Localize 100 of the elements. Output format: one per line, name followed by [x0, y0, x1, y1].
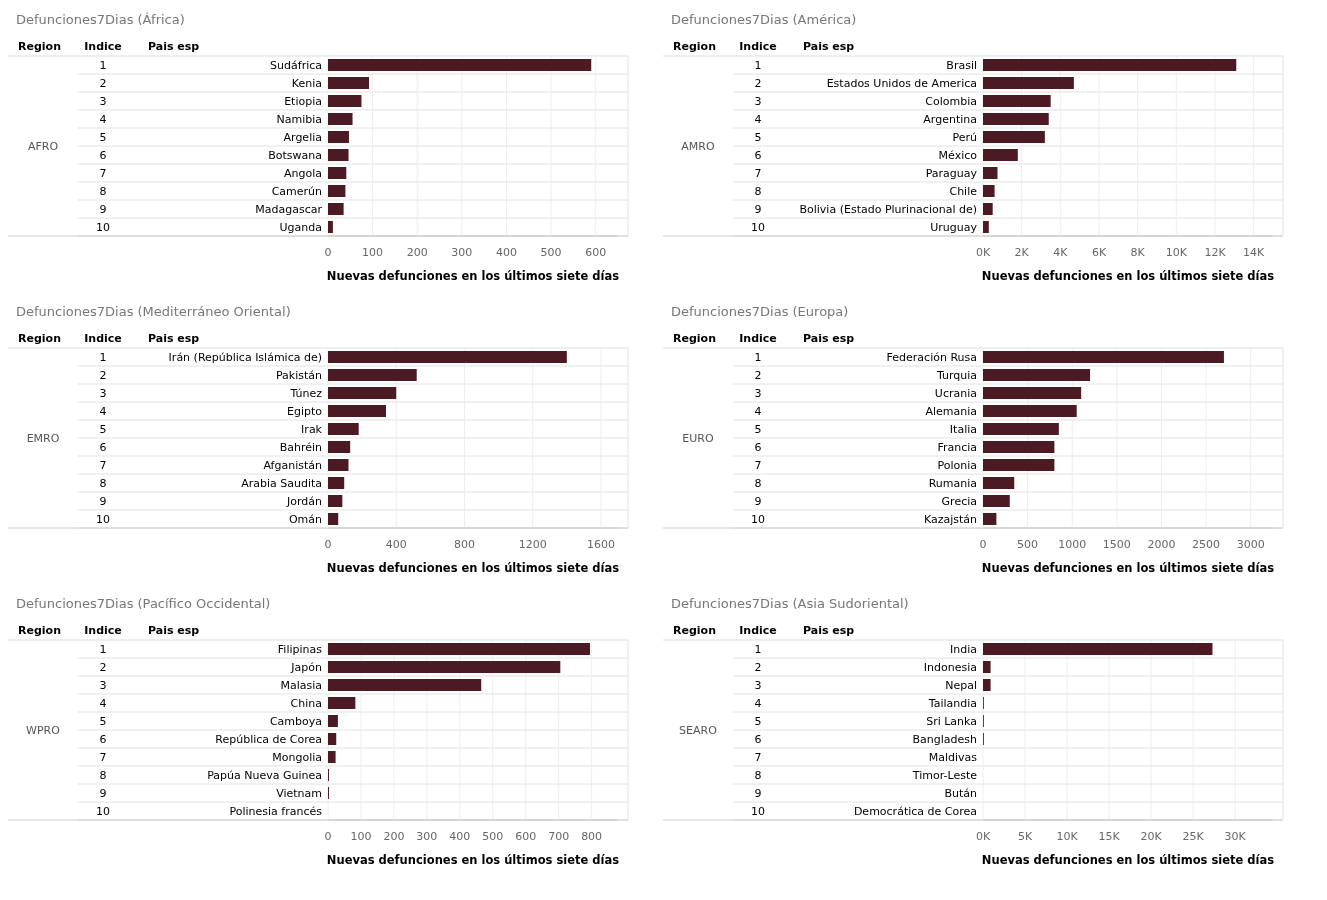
x-tick-label: 100 — [362, 246, 384, 259]
x-tick-label: 0K — [975, 246, 991, 259]
x-axis-title: Nuevas defunciones en los últimos siete días — [981, 561, 1275, 575]
text: 4 — [754, 113, 762, 126]
text: 3 — [99, 95, 107, 108]
text: 5 — [99, 131, 107, 144]
y-tick-label: Grecia — [941, 495, 977, 508]
bar — [328, 387, 397, 399]
text: 4 — [99, 405, 107, 418]
text: Indice — [84, 624, 122, 637]
text: 3 — [754, 679, 762, 692]
x-tick-label: 0 — [324, 246, 332, 259]
y-tick-label: Estados Unidos de America — [826, 77, 977, 90]
y-tick-label: Mongolia — [272, 751, 322, 764]
x-tick-label: 500 — [482, 830, 504, 843]
y-tick-label: Omán — [288, 513, 323, 526]
text: 7 — [754, 167, 762, 180]
bar — [983, 369, 1091, 381]
text: 1 — [754, 351, 762, 364]
text: 6 — [99, 441, 107, 454]
text: EURO — [682, 432, 714, 445]
x-tick-label: 1500 — [1102, 538, 1131, 551]
text: Pais esp — [148, 332, 200, 345]
text: 1 — [99, 59, 107, 72]
bar — [983, 149, 1018, 161]
bar — [328, 715, 338, 727]
x-axis-title: Nuevas defunciones en los últimos siete días — [326, 561, 620, 575]
x-tick-label: 700 — [548, 830, 570, 843]
y-tick-label: Alemania — [925, 405, 977, 418]
text: 7 — [99, 751, 107, 764]
text: 2 — [99, 369, 107, 382]
y-tick-label: Irán (República Islámica de) — [168, 351, 322, 364]
x-axis-title: Nuevas defunciones en los últimos siete días — [981, 269, 1275, 283]
text: Indice — [84, 40, 122, 53]
bar — [328, 203, 344, 215]
x-tick-label: 0 — [979, 538, 987, 551]
text: Defunciones7Dias (África) — [16, 12, 185, 27]
text: WPRO — [26, 724, 61, 737]
text: 2 — [754, 77, 762, 90]
text: Indice — [739, 40, 777, 53]
text: 2 — [99, 661, 107, 674]
bar — [328, 405, 386, 417]
x-tick-label: 400 — [495, 246, 517, 259]
y-tick-label: Italia — [949, 423, 977, 436]
bar — [328, 131, 349, 143]
y-tick-label: Camerún — [271, 185, 323, 198]
x-tick-label: 8K — [1130, 246, 1146, 259]
x-tick-label: 600 — [585, 246, 607, 259]
text: 4 — [99, 697, 107, 710]
x-tick-label: 25K — [1182, 830, 1205, 843]
bar — [983, 77, 1074, 89]
text: 7 — [754, 751, 762, 764]
text: Region — [18, 40, 61, 53]
x-tick-label: 1000 — [1058, 538, 1087, 551]
bar — [328, 167, 347, 179]
text: 5 — [754, 131, 762, 144]
text: 9 — [754, 787, 762, 800]
y-tick-label: China — [290, 697, 322, 710]
y-tick-label: Bután — [944, 787, 978, 800]
y-tick-label: Brasil — [946, 59, 977, 72]
text: 3 — [99, 387, 107, 400]
bar — [328, 697, 356, 709]
text: Pais esp — [803, 624, 855, 637]
text: 2 — [754, 369, 762, 382]
x-axis-title: Nuevas defunciones en los últimos siete días — [326, 853, 620, 867]
text: 9 — [99, 203, 107, 216]
text: 9 — [754, 203, 762, 216]
x-tick-label: 500 — [1017, 538, 1039, 551]
y-tick-label: México — [938, 149, 978, 162]
y-tick-label: Madagascar — [255, 203, 323, 216]
bar — [983, 167, 998, 179]
text: Defunciones7Dias (Europa) — [671, 304, 849, 319]
bar — [983, 203, 993, 215]
bar — [328, 95, 362, 107]
bar — [328, 185, 346, 197]
text: 5 — [754, 715, 762, 728]
text: 10 — [96, 221, 110, 234]
text: 10 — [751, 805, 765, 818]
bar — [983, 113, 1049, 125]
text: 10 — [751, 513, 765, 526]
x-axis-title: Nuevas defunciones en los últimos siete días — [981, 853, 1275, 867]
text: Defunciones7Dias (Mediterráneo Oriental) — [16, 304, 291, 319]
y-tick-label: India — [950, 643, 977, 656]
text: Region — [18, 332, 61, 345]
bar — [328, 661, 561, 673]
text: 7 — [99, 459, 107, 472]
y-tick-label: Rumania — [928, 477, 977, 490]
x-tick-label: 800 — [453, 538, 475, 551]
x-tick-label: 800 — [581, 830, 603, 843]
text: Region — [673, 40, 716, 53]
x-tick-label: 4K — [1053, 246, 1069, 259]
x-tick-label: 300 — [416, 830, 438, 843]
text: 9 — [754, 495, 762, 508]
y-tick-label: Polinesia francés — [229, 805, 323, 818]
text: 1 — [99, 643, 107, 656]
text: Pais esp — [803, 332, 855, 345]
bar — [983, 221, 989, 233]
y-tick-label: Camboya — [269, 715, 322, 728]
text: 4 — [754, 405, 762, 418]
y-tick-label: Kazajstán — [923, 513, 978, 526]
